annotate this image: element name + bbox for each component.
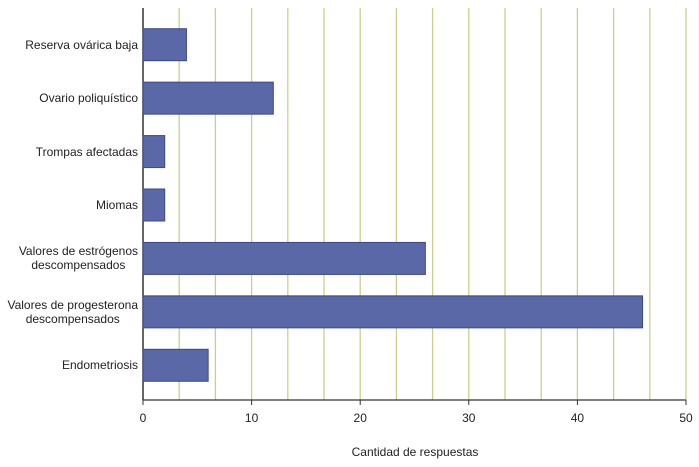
y-tick-label: Ovario poliquístico [39, 91, 138, 106]
x-tick-label: 0 [140, 411, 147, 425]
y-tick-label: Miomas [95, 198, 138, 212]
x-tick-label: 10 [245, 411, 259, 425]
x-tick-label: 40 [571, 411, 585, 425]
x-tick-label: 30 [462, 411, 476, 425]
x-tick-label: 20 [354, 411, 368, 425]
bar [142, 188, 166, 222]
bar [142, 81, 274, 115]
y-tick-label: Reserva ovárica baja [25, 37, 138, 52]
x-axis-title: Cantidad de respuestas [352, 445, 479, 459]
y-tick-label: Trompas afectadas [35, 144, 138, 159]
bar [142, 295, 644, 329]
x-tick-label: 50 [679, 411, 693, 425]
bar [142, 28, 187, 62]
bar [142, 135, 166, 169]
bar [142, 348, 209, 382]
y-tick-label: Valores de estrógenos descompensados [18, 244, 138, 273]
y-tick-label: Endometriosis [61, 358, 138, 373]
y-tick-label: Valores de progesterona descompensados [7, 297, 138, 326]
bar [142, 241, 426, 275]
